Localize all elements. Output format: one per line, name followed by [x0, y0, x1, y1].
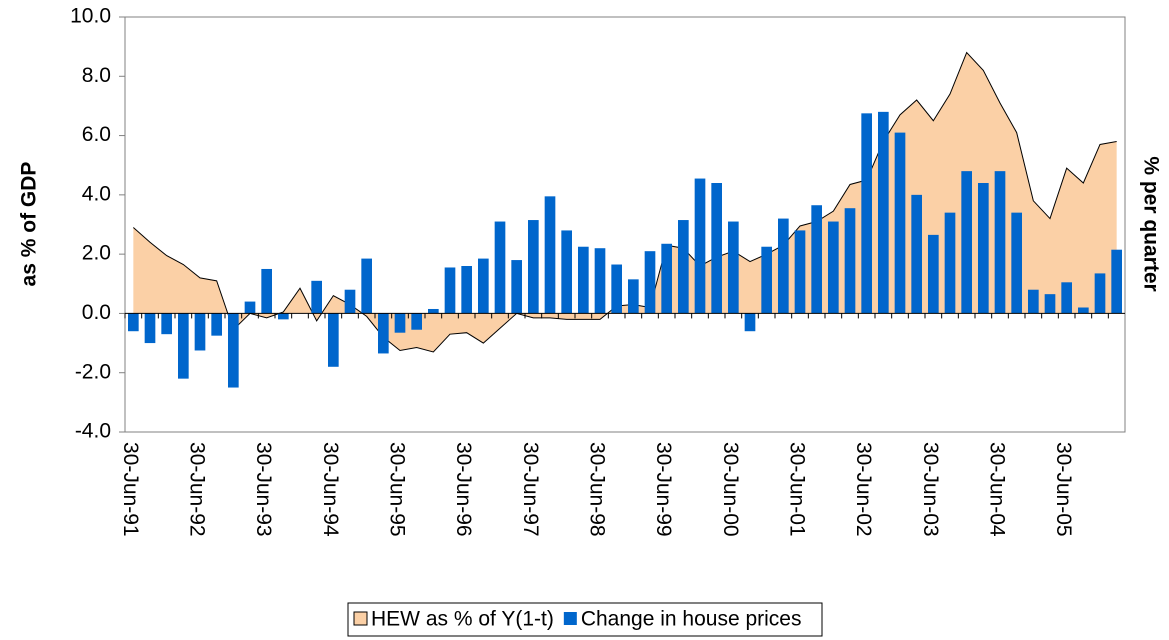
- bar: [1028, 289, 1039, 314]
- bar: [894, 132, 906, 314]
- bar: [1011, 212, 1022, 314]
- legend-box: [347, 602, 823, 637]
- bar: [478, 258, 489, 314]
- bar: [561, 230, 572, 314]
- x-tick-label: 30-Jun-96: [452, 442, 475, 537]
- bar: [861, 113, 872, 314]
- bar: [644, 251, 656, 314]
- bar: [878, 111, 889, 314]
- bar: [1078, 307, 1089, 314]
- bar: [811, 205, 822, 314]
- x-tick-label: 30-Jun-98: [585, 442, 608, 537]
- bar: [978, 183, 989, 314]
- bar: [928, 234, 939, 314]
- bar: [1111, 249, 1122, 314]
- bar: [144, 313, 156, 344]
- bar: [511, 260, 522, 314]
- bar: [128, 313, 139, 332]
- x-tick-label: 30-Jun-04: [985, 442, 1008, 537]
- bar: [378, 313, 389, 354]
- bar: [444, 267, 456, 314]
- x-tick-label: 30-Jun-01: [785, 442, 808, 537]
- bar: [994, 171, 1006, 314]
- bar: [594, 248, 606, 314]
- bar: [678, 220, 689, 314]
- bar: [828, 221, 839, 314]
- bar: [494, 221, 506, 314]
- y-tick-label: -2.0: [75, 360, 111, 383]
- bar: [261, 268, 272, 314]
- y-tick-label: 8.0: [82, 64, 111, 87]
- x-tick-label: 30-Jun-05: [1052, 442, 1075, 537]
- bar: [694, 178, 706, 314]
- y-tick-label: 4.0: [82, 182, 111, 205]
- legend-swatch: [353, 611, 368, 626]
- bar: [161, 313, 172, 335]
- bar: [944, 212, 956, 314]
- bar: [578, 246, 589, 314]
- y-tick-label: 10.0: [70, 5, 111, 28]
- bar: [911, 194, 922, 314]
- y-axis-title: as % of GDP: [18, 162, 41, 287]
- x-tick-label: 30-Jun-94: [319, 442, 342, 537]
- x-tick-label: 30-Jun-95: [385, 442, 408, 537]
- x-tick-label: 30-Jun-02: [852, 442, 875, 537]
- x-tick-label: 30-Jun-03: [919, 442, 942, 537]
- bar: [1044, 294, 1056, 314]
- x-tick-label: 30-Jun-93: [252, 442, 275, 537]
- bar: [611, 264, 622, 314]
- bar: [844, 208, 856, 314]
- x-tick-label: 30-Jun-91: [119, 442, 142, 537]
- x-tick-label: 30-Jun-99: [652, 442, 675, 537]
- bar: [411, 313, 422, 330]
- bar: [461, 266, 472, 314]
- bar: [328, 313, 339, 367]
- bar: [628, 279, 639, 314]
- legend-swatch: [563, 612, 577, 625]
- bar: [544, 196, 556, 314]
- bar: [528, 220, 539, 314]
- y-tick-label: 2.0: [82, 242, 111, 265]
- plot-area: [124, 16, 1126, 433]
- bar: [244, 301, 256, 314]
- bar: [711, 183, 722, 314]
- bar: [344, 289, 356, 314]
- bar: [278, 313, 289, 320]
- bar: [661, 243, 672, 314]
- bar: [961, 171, 972, 314]
- bar: [228, 313, 239, 388]
- y-tick-label: 6.0: [82, 123, 111, 146]
- x-tick-label: 30-Jun-00: [719, 442, 742, 537]
- bar: [794, 230, 806, 314]
- bar: [1094, 273, 1106, 314]
- y-tick-label: 0.0: [82, 301, 111, 324]
- x-tick-label: 30-Jun-92: [185, 442, 208, 537]
- bar: [728, 221, 739, 314]
- area-line: [133, 51, 1117, 353]
- bar: [761, 246, 772, 314]
- bar: [428, 308, 439, 314]
- bar: [211, 313, 222, 336]
- bar: [778, 218, 789, 314]
- legend-label: HEW as % of Y(1-t): [371, 608, 554, 631]
- bar: [178, 313, 189, 379]
- bar: [394, 313, 406, 333]
- bar: [361, 258, 372, 314]
- bar: [1061, 282, 1072, 314]
- bar: [194, 313, 206, 351]
- y-tick-label: -4.0: [75, 420, 111, 443]
- legend-label: Change in house prices: [581, 608, 802, 631]
- bar: [744, 313, 756, 332]
- bar: [311, 280, 322, 314]
- x-tick-label: 30-Jun-97: [519, 442, 542, 537]
- y2-axis-title: % per quarter: [1139, 156, 1162, 291]
